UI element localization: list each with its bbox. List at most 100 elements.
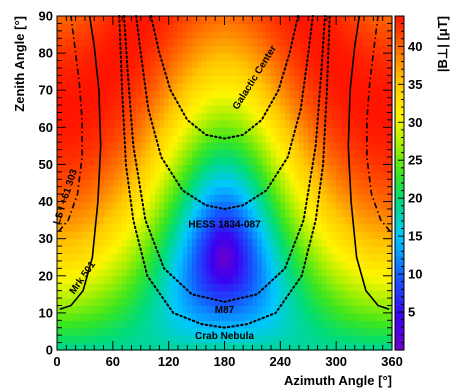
heatmap-cell <box>284 171 291 180</box>
heatmap-cell <box>84 186 91 195</box>
heatmap-cell <box>382 194 388 203</box>
heatmap-cell <box>378 320 384 329</box>
heatmap-cell <box>238 157 244 166</box>
heatmap-cell <box>354 90 361 99</box>
heatmap-cell <box>112 67 119 76</box>
heatmap-cell <box>261 157 267 166</box>
heatmap-cell <box>75 171 81 180</box>
heatmap-cell <box>215 194 221 203</box>
heatmap-cell <box>89 38 95 47</box>
heatmap-cell <box>112 231 119 240</box>
heatmap-cell <box>154 23 160 32</box>
heatmap-cell <box>98 171 105 180</box>
heatmap-cell <box>164 60 170 69</box>
heatmap-cell <box>154 231 160 240</box>
heatmap-cell <box>150 260 156 269</box>
heatmap-cell <box>210 60 216 69</box>
heatmap-cell <box>205 67 212 76</box>
heatmap-cell <box>284 305 291 314</box>
heatmap-cell <box>168 45 174 54</box>
heatmap-cell <box>112 208 119 217</box>
heatmap-cell <box>271 149 277 158</box>
heatmap-cell <box>108 45 114 54</box>
heatmap-cell <box>61 342 67 351</box>
heatmap-cell <box>191 223 198 232</box>
heatmap-cell <box>98 97 105 106</box>
heatmap-cell <box>94 312 100 321</box>
heatmap-cell <box>98 157 105 166</box>
heatmap-cell <box>368 149 374 158</box>
heatmap-cell <box>294 45 300 54</box>
heatmap-cell <box>103 223 109 232</box>
heatmap-cell <box>350 75 356 84</box>
heatmap-cell <box>233 223 240 232</box>
heatmap-cell <box>103 208 109 217</box>
heatmap-cell <box>168 253 174 262</box>
heatmap-cell <box>229 142 235 151</box>
heatmap-cell <box>243 290 249 299</box>
heatmap-cell <box>215 208 221 217</box>
heatmap-cell <box>70 327 77 336</box>
heatmap-cell <box>219 335 226 344</box>
heatmap-cell <box>177 179 184 188</box>
heatmap-cell <box>89 342 95 351</box>
heatmap-cell <box>378 275 384 284</box>
heatmap-cell <box>89 142 95 151</box>
heatmap-cell <box>182 23 188 32</box>
heatmap-cell <box>224 164 230 173</box>
heatmap-cell <box>247 201 254 210</box>
heatmap-cell <box>294 30 300 39</box>
heatmap-cell <box>164 305 170 314</box>
heatmap-cell <box>215 342 221 351</box>
heatmap-cell <box>284 320 291 329</box>
heatmap-cell <box>94 82 100 91</box>
heatmap-cell <box>150 335 156 344</box>
heatmap-cell <box>196 38 202 47</box>
heatmap-cell <box>57 82 63 91</box>
heatmap-cell <box>84 119 91 128</box>
heatmap-cell <box>243 134 249 143</box>
heatmap-cell <box>75 231 81 240</box>
heatmap-cell <box>205 335 212 344</box>
heatmap-cell <box>205 82 212 91</box>
heatmap-cell <box>219 320 226 329</box>
heatmap-cell <box>247 335 254 344</box>
heatmap-cell <box>271 179 277 188</box>
heatmap-cell <box>205 45 212 54</box>
heatmap-cell <box>89 186 95 195</box>
heatmap-cell <box>284 90 291 99</box>
heatmap-cell <box>340 342 347 351</box>
heatmap-cell <box>126 260 133 269</box>
heatmap-cell <box>215 298 221 307</box>
heatmap-cell <box>219 290 226 299</box>
heatmap-cell <box>387 275 393 284</box>
heatmap-cell <box>196 67 202 76</box>
heatmap-cell <box>289 275 295 284</box>
heatmap-cell <box>317 312 323 321</box>
heatmap-cell <box>215 119 221 128</box>
heatmap-cell <box>382 23 388 32</box>
heatmap-cell <box>145 186 151 195</box>
heatmap-cell <box>364 283 370 292</box>
heatmap-cell <box>117 171 123 180</box>
heatmap-cell <box>98 201 105 210</box>
heatmap-cell <box>280 134 286 143</box>
heatmap-cell <box>345 246 351 255</box>
heatmap-cell <box>61 142 67 151</box>
heatmap-cell <box>80 231 86 240</box>
heatmap-cell <box>308 201 314 210</box>
heatmap-cell <box>364 298 370 307</box>
heatmap-cell <box>168 119 174 128</box>
heatmap-cell <box>317 260 323 269</box>
heatmap-cell <box>70 75 77 84</box>
color-bar-segment <box>395 327 404 334</box>
heatmap-cell <box>84 342 91 351</box>
heatmap-cell <box>66 231 72 240</box>
heatmap-cell <box>308 164 314 173</box>
heatmap-cell <box>326 342 333 351</box>
heatmap-cell <box>308 45 314 54</box>
heatmap-cell <box>219 275 226 284</box>
heatmap-cell <box>164 105 170 114</box>
heatmap-cell <box>340 194 347 203</box>
heatmap-cell <box>98 290 105 299</box>
